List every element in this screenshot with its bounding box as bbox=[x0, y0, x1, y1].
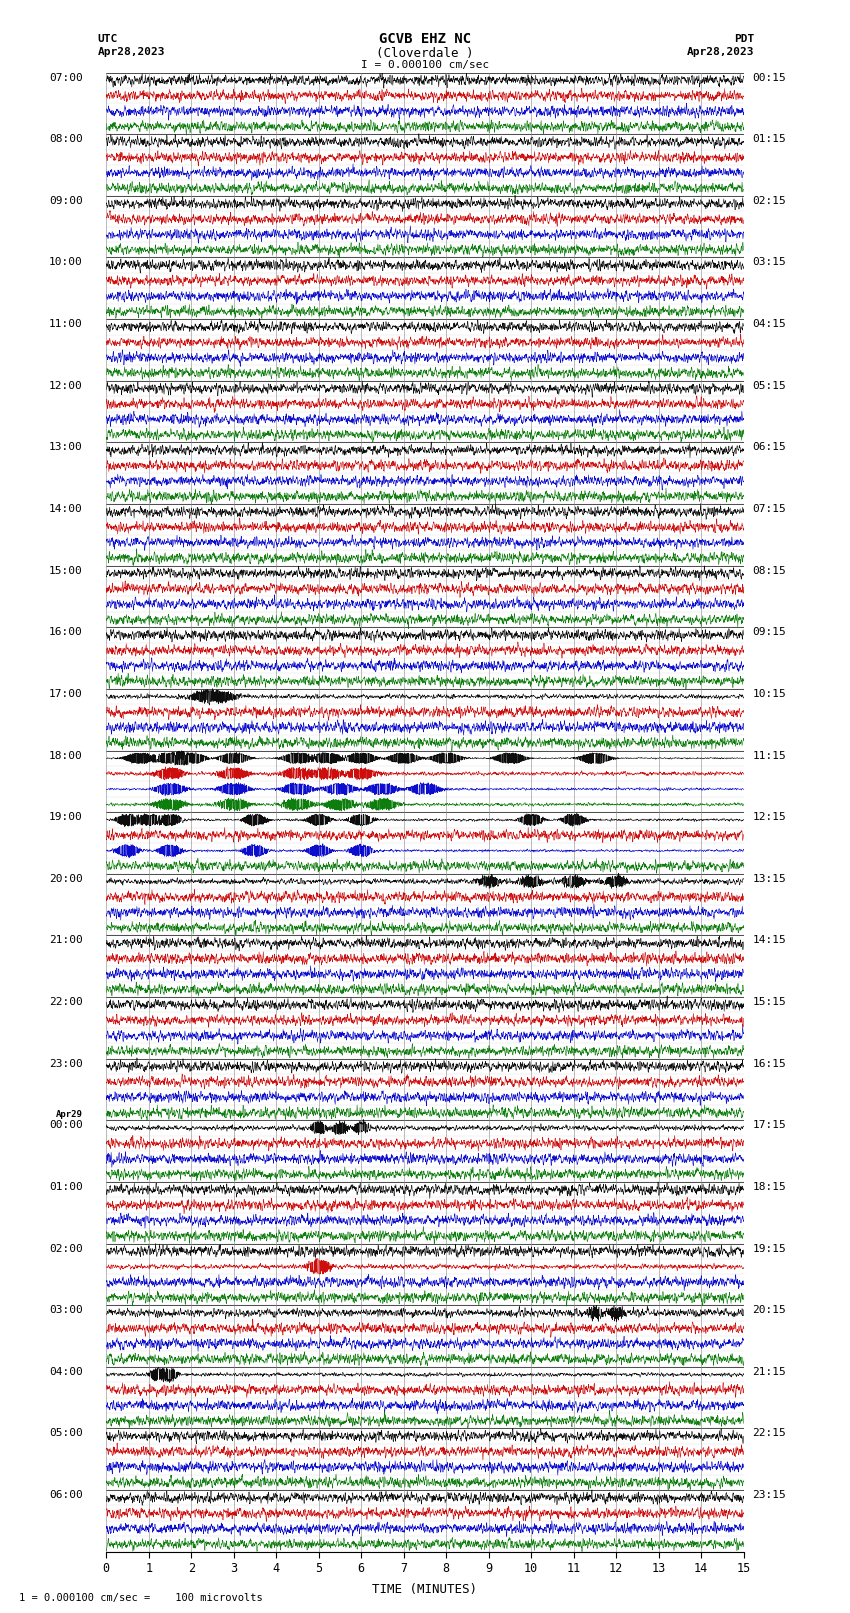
Text: 05:15: 05:15 bbox=[752, 381, 786, 390]
Text: 07:15: 07:15 bbox=[752, 503, 786, 515]
Text: 11:00: 11:00 bbox=[49, 319, 82, 329]
Text: GCVB EHZ NC: GCVB EHZ NC bbox=[379, 32, 471, 47]
Text: 16:15: 16:15 bbox=[752, 1058, 786, 1069]
Text: (Cloverdale ): (Cloverdale ) bbox=[377, 47, 473, 60]
Text: 20:00: 20:00 bbox=[49, 874, 82, 884]
Text: 08:15: 08:15 bbox=[752, 566, 786, 576]
Text: 09:15: 09:15 bbox=[752, 627, 786, 637]
Text: 10:00: 10:00 bbox=[49, 258, 82, 268]
Text: PDT: PDT bbox=[734, 34, 755, 44]
Text: 08:00: 08:00 bbox=[49, 134, 82, 144]
Text: 18:00: 18:00 bbox=[49, 750, 82, 760]
X-axis label: TIME (MINUTES): TIME (MINUTES) bbox=[372, 1584, 478, 1597]
Text: 01:15: 01:15 bbox=[752, 134, 786, 144]
Text: I = 0.000100 cm/sec: I = 0.000100 cm/sec bbox=[361, 60, 489, 69]
Text: 12:00: 12:00 bbox=[49, 381, 82, 390]
Text: 09:00: 09:00 bbox=[49, 195, 82, 206]
Text: 16:00: 16:00 bbox=[49, 627, 82, 637]
Text: 11:15: 11:15 bbox=[752, 750, 786, 760]
Text: 21:15: 21:15 bbox=[752, 1366, 786, 1378]
Text: 00:00: 00:00 bbox=[49, 1121, 82, 1131]
Text: 00:15: 00:15 bbox=[752, 73, 786, 82]
Text: 17:00: 17:00 bbox=[49, 689, 82, 698]
Text: 14:15: 14:15 bbox=[752, 936, 786, 945]
Text: 02:15: 02:15 bbox=[752, 195, 786, 206]
Text: 02:00: 02:00 bbox=[49, 1244, 82, 1253]
Text: 21:00: 21:00 bbox=[49, 936, 82, 945]
Text: 10:15: 10:15 bbox=[752, 689, 786, 698]
Text: 03:15: 03:15 bbox=[752, 258, 786, 268]
Text: 01:00: 01:00 bbox=[49, 1182, 82, 1192]
Text: Apr29: Apr29 bbox=[56, 1110, 82, 1119]
Text: 20:15: 20:15 bbox=[752, 1305, 786, 1315]
Text: 22:15: 22:15 bbox=[752, 1429, 786, 1439]
Text: 06:00: 06:00 bbox=[49, 1490, 82, 1500]
Text: 04:00: 04:00 bbox=[49, 1366, 82, 1378]
Text: 15:00: 15:00 bbox=[49, 566, 82, 576]
Text: Apr28,2023: Apr28,2023 bbox=[98, 47, 165, 56]
Text: 19:15: 19:15 bbox=[752, 1244, 786, 1253]
Text: 06:15: 06:15 bbox=[752, 442, 786, 452]
Text: 1 = 0.000100 cm/sec =    100 microvolts: 1 = 0.000100 cm/sec = 100 microvolts bbox=[19, 1594, 263, 1603]
Text: Apr28,2023: Apr28,2023 bbox=[688, 47, 755, 56]
Text: UTC: UTC bbox=[98, 34, 118, 44]
Text: 15:15: 15:15 bbox=[752, 997, 786, 1007]
Text: 12:15: 12:15 bbox=[752, 813, 786, 823]
Text: 14:00: 14:00 bbox=[49, 503, 82, 515]
Text: 13:15: 13:15 bbox=[752, 874, 786, 884]
Text: 22:00: 22:00 bbox=[49, 997, 82, 1007]
Text: 23:00: 23:00 bbox=[49, 1058, 82, 1069]
Text: 07:00: 07:00 bbox=[49, 73, 82, 82]
Text: 13:00: 13:00 bbox=[49, 442, 82, 452]
Text: 04:15: 04:15 bbox=[752, 319, 786, 329]
Text: 03:00: 03:00 bbox=[49, 1305, 82, 1315]
Text: 23:15: 23:15 bbox=[752, 1490, 786, 1500]
Text: 19:00: 19:00 bbox=[49, 813, 82, 823]
Text: 17:15: 17:15 bbox=[752, 1121, 786, 1131]
Text: 18:15: 18:15 bbox=[752, 1182, 786, 1192]
Text: 05:00: 05:00 bbox=[49, 1429, 82, 1439]
